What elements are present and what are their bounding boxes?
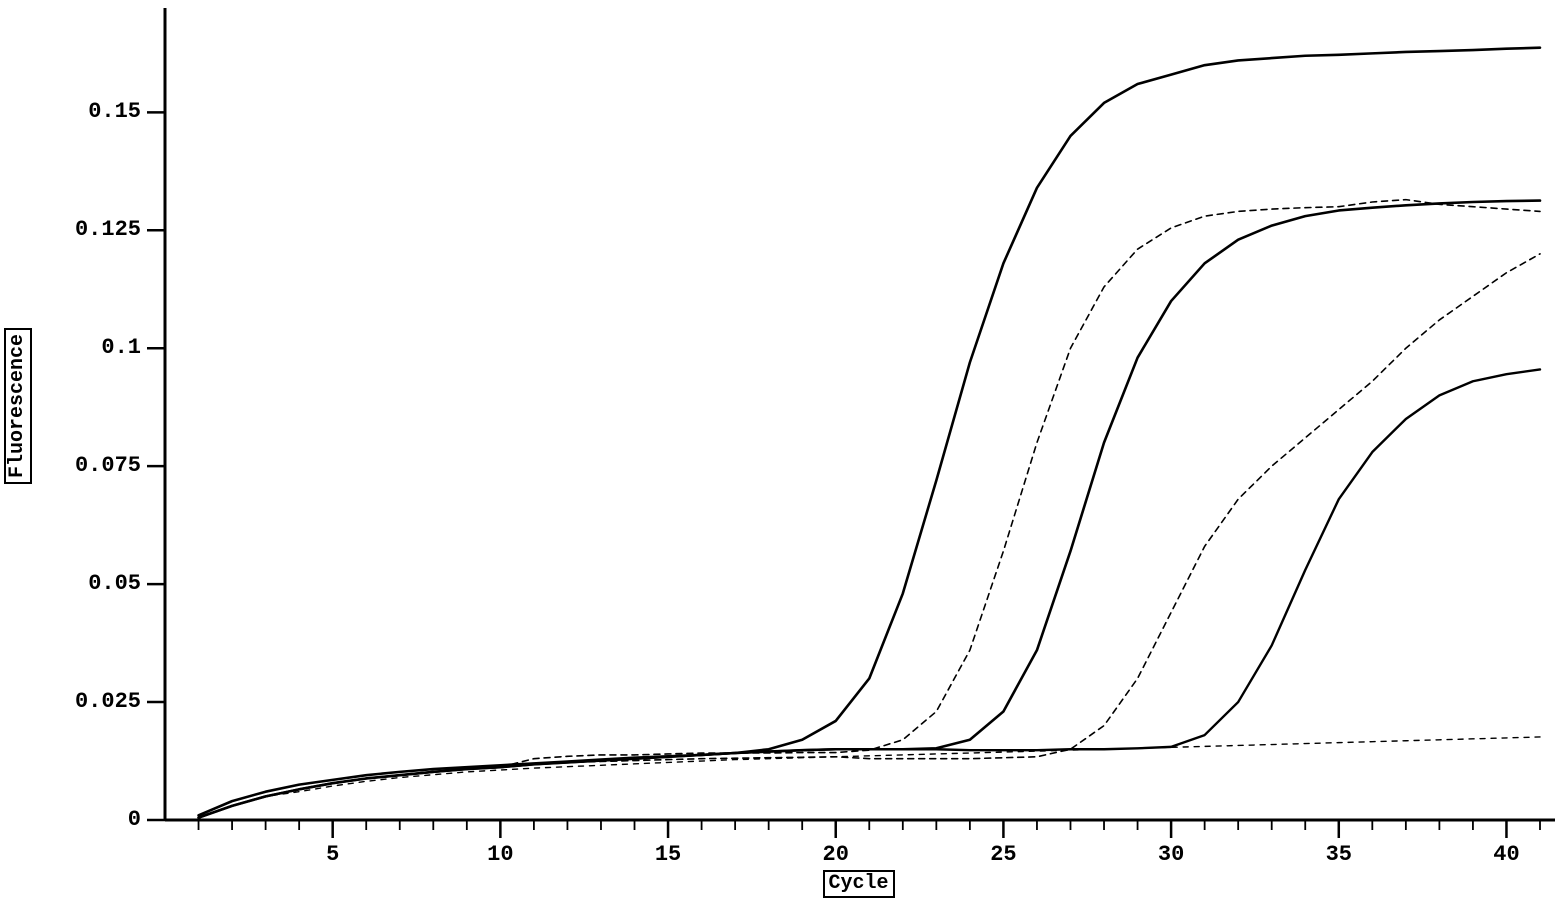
qpcr-amplification-chart: Fluorescence Cycle 00.0250.050.0750.10.1…	[0, 0, 1567, 887]
x-axis-label: Cycle	[823, 870, 895, 898]
x-tick-label: 25	[990, 842, 1016, 867]
series-curve_4_dashed_fourth	[199, 254, 1540, 818]
chart-svg	[0, 0, 1567, 887]
y-tick-label: 0.075	[75, 453, 141, 478]
y-tick-label: 0.15	[88, 99, 141, 124]
y-tick-label: 0.025	[75, 689, 141, 714]
x-tick-label: 10	[487, 842, 513, 867]
y-tick-label: 0	[128, 807, 141, 832]
x-tick-label: 30	[1158, 842, 1184, 867]
y-tick-label: 0.1	[101, 335, 141, 360]
y-tick-label: 0.05	[88, 571, 141, 596]
x-tick-label: 40	[1493, 842, 1519, 867]
series-curve_2_dashed_second	[199, 200, 1540, 818]
y-tick-label: 0.125	[75, 217, 141, 242]
series-curve_5_rightmost_solid	[199, 369, 1540, 817]
x-tick-label: 5	[326, 842, 339, 867]
x-tick-label: 20	[823, 842, 849, 867]
series-curve_1_leftmost	[199, 48, 1540, 816]
x-tick-label: 15	[655, 842, 681, 867]
y-axis-label: Fluorescence	[4, 328, 32, 484]
series-curve_3_third_solid	[199, 201, 1540, 818]
x-tick-label: 35	[1326, 842, 1352, 867]
